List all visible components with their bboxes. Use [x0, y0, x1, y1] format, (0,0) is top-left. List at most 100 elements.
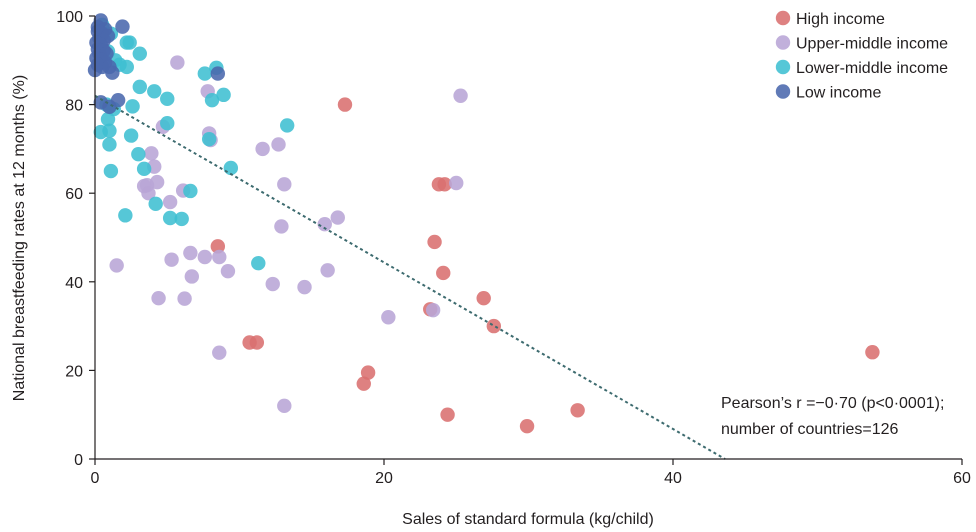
point-upper-middle-income [425, 302, 441, 318]
point-high-income [865, 345, 880, 360]
point-upper-middle-income [449, 175, 464, 191]
point-upper-middle-income [277, 177, 292, 192]
y-tick-label: 0 [74, 452, 83, 469]
point-lower-middle-income [201, 131, 217, 147]
point-high-income [437, 177, 452, 192]
x-tick-label: 0 [91, 470, 100, 487]
point-upper-middle-income [271, 137, 286, 152]
point-upper-middle-income [265, 276, 280, 292]
point-upper-middle-income [277, 398, 292, 414]
point-low-income [110, 92, 126, 108]
point-upper-middle-income [212, 345, 227, 360]
x-tick-label: 20 [375, 470, 393, 487]
y-tick-label: 60 [65, 186, 83, 203]
point-lower-middle-income [119, 59, 134, 75]
point-lower-middle-income [125, 99, 140, 114]
point-lower-middle-income [183, 183, 198, 199]
point-upper-middle-income [297, 279, 312, 295]
point-lower-middle-income [216, 87, 231, 103]
point-lower-middle-income [132, 46, 147, 61]
point-lower-middle-income [103, 163, 119, 179]
data-points [87, 13, 880, 434]
point-upper-middle-income [197, 249, 213, 265]
point-high-income [436, 265, 451, 281]
point-lower-middle-income [174, 211, 189, 227]
point-upper-middle-income [317, 217, 332, 232]
x-tick-label: 60 [953, 470, 971, 487]
point-lower-middle-income [279, 118, 295, 133]
x-axis-title: Sales of standard formula (kg/child) [402, 511, 654, 528]
point-upper-middle-income [255, 141, 270, 157]
point-upper-middle-income [162, 194, 178, 210]
point-high-income [249, 335, 265, 350]
point-upper-middle-income [220, 263, 236, 279]
point-upper-middle-income [144, 146, 159, 161]
legend-label: Upper-middle income [796, 36, 948, 53]
trend-line [94, 94, 726, 460]
point-high-income [570, 403, 585, 418]
legend-swatch [775, 35, 791, 50]
y-tick-label: 80 [65, 98, 83, 115]
point-high-income [476, 290, 491, 306]
point-upper-middle-income [170, 55, 185, 70]
point-lower-middle-income [204, 92, 220, 108]
point-high-income [356, 376, 371, 391]
point-upper-middle-income [164, 252, 179, 267]
point-upper-middle-income [177, 291, 192, 306]
point-lower-middle-income [162, 210, 178, 226]
point-upper-middle-income [151, 290, 166, 306]
point-lower-middle-income [160, 116, 175, 131]
point-upper-middle-income [330, 210, 345, 225]
point-lower-middle-income [148, 196, 163, 212]
y-axis-title: National breastfeeding rates at 12 month… [11, 75, 28, 401]
point-high-income [427, 234, 442, 250]
point-lower-middle-income [132, 79, 147, 95]
point-high-income [360, 365, 376, 380]
point-upper-middle-income [141, 186, 156, 201]
point-upper-middle-income [183, 245, 198, 261]
correlation-annotation-line-2: number of countries=126 [721, 421, 899, 438]
point-lower-middle-income [197, 66, 213, 81]
point-lower-middle-income [136, 161, 152, 177]
point-upper-middle-income [381, 310, 396, 325]
point-lower-middle-income [147, 84, 162, 99]
legend-swatch [775, 84, 791, 99]
legend-label: Lower-middle income [796, 60, 948, 77]
point-upper-middle-income [453, 88, 468, 103]
point-lower-middle-income [93, 124, 108, 140]
point-lower-middle-income [118, 208, 133, 223]
correlation-annotation-line-1: Pearson’s r =−0·70 (p<0·0001); [721, 395, 944, 412]
point-upper-middle-income [274, 219, 289, 234]
point-lower-middle-income [251, 255, 266, 271]
point-lower-middle-income [123, 128, 139, 143]
point-lower-middle-income [131, 147, 146, 162]
legend-swatch [775, 10, 791, 26]
x-tick-label: 40 [664, 470, 682, 487]
point-upper-middle-income [109, 258, 124, 273]
point-high-income [337, 97, 353, 112]
point-high-income [210, 239, 226, 254]
point-lower-middle-income [160, 91, 175, 107]
x-axis-ticks: 0 20 40 60 [91, 459, 971, 487]
legend: High income Upper-middle income Lower-midd… [775, 10, 948, 102]
point-lower-middle-income [122, 35, 137, 50]
legend-label: High income [796, 11, 885, 28]
point-high-income [440, 407, 455, 422]
point-high-income [519, 419, 535, 434]
point-high-income [486, 318, 502, 334]
point-lower-middle-income [102, 137, 117, 152]
y-axis-ticks: 0 20 40 60 80 100 [56, 9, 95, 469]
y-tick-label: 40 [65, 275, 83, 292]
point-lower-middle-income [100, 112, 116, 127]
point-low-income [105, 65, 120, 80]
point-low-income [210, 66, 226, 81]
point-low-income [115, 19, 130, 34]
point-upper-middle-income [320, 263, 335, 278]
point-upper-middle-income [212, 249, 227, 265]
point-upper-middle-income [184, 269, 200, 284]
y-tick-label: 100 [56, 9, 83, 26]
legend-label: Low income [796, 85, 881, 102]
legend-swatch [775, 59, 791, 75]
y-tick-label: 20 [65, 363, 83, 380]
